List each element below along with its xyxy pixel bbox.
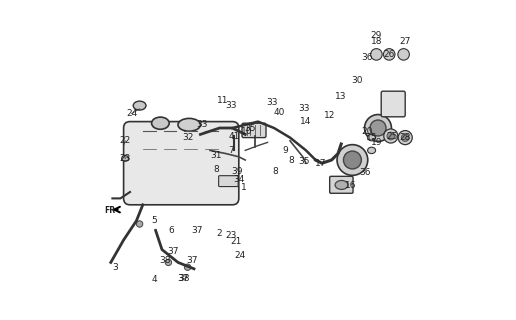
Circle shape	[136, 221, 143, 227]
FancyBboxPatch shape	[242, 123, 266, 138]
Text: 9: 9	[282, 146, 288, 155]
Ellipse shape	[178, 118, 200, 131]
FancyBboxPatch shape	[124, 122, 239, 205]
Text: 4: 4	[151, 276, 157, 284]
Circle shape	[344, 151, 361, 169]
Text: 14: 14	[300, 117, 312, 126]
Circle shape	[398, 131, 412, 145]
Text: 33: 33	[299, 104, 310, 113]
Text: 8: 8	[289, 156, 295, 164]
Text: 5: 5	[151, 216, 157, 225]
Circle shape	[387, 132, 395, 140]
Text: 7: 7	[228, 146, 234, 155]
Text: 38: 38	[159, 256, 171, 265]
Circle shape	[365, 115, 392, 141]
Text: 19: 19	[370, 138, 382, 147]
Text: 36: 36	[361, 53, 373, 62]
Text: 30: 30	[351, 76, 363, 84]
Text: 34: 34	[233, 175, 245, 184]
Text: 25: 25	[386, 132, 398, 140]
Text: 1: 1	[241, 183, 247, 192]
Text: 33: 33	[267, 98, 278, 107]
Ellipse shape	[367, 147, 376, 154]
Text: 3: 3	[112, 263, 119, 272]
Text: 29: 29	[370, 31, 382, 40]
Text: 6: 6	[169, 226, 174, 235]
Text: 23: 23	[120, 154, 131, 163]
Circle shape	[401, 134, 409, 141]
Text: 26: 26	[383, 50, 395, 59]
Circle shape	[383, 49, 395, 60]
Text: 24: 24	[126, 109, 137, 118]
Text: 37: 37	[191, 226, 203, 235]
Circle shape	[384, 129, 398, 143]
Text: 15: 15	[366, 133, 377, 142]
Ellipse shape	[133, 101, 146, 110]
Text: 35: 35	[244, 124, 256, 132]
Circle shape	[370, 120, 386, 136]
Text: 39: 39	[232, 167, 243, 176]
Text: 22: 22	[120, 136, 131, 145]
Ellipse shape	[367, 134, 376, 141]
Text: 20: 20	[361, 127, 373, 136]
Text: 33: 33	[225, 101, 236, 110]
Text: 8: 8	[273, 167, 279, 176]
Text: 40: 40	[273, 108, 284, 116]
Text: 32: 32	[182, 133, 194, 142]
Text: 37: 37	[168, 247, 179, 256]
Text: 37: 37	[177, 274, 188, 283]
Text: 11: 11	[217, 96, 229, 105]
Text: 23: 23	[225, 231, 236, 240]
Text: 35: 35	[299, 157, 310, 166]
Text: 27: 27	[399, 37, 411, 46]
Text: 16: 16	[345, 181, 357, 190]
Text: 17: 17	[315, 159, 326, 168]
FancyBboxPatch shape	[330, 176, 353, 193]
Text: 31: 31	[211, 151, 222, 160]
FancyBboxPatch shape	[219, 176, 238, 187]
Ellipse shape	[335, 180, 348, 189]
Text: 13: 13	[335, 92, 347, 100]
Ellipse shape	[122, 156, 128, 161]
FancyBboxPatch shape	[381, 91, 405, 117]
Circle shape	[337, 145, 368, 175]
Circle shape	[370, 49, 382, 60]
Text: 36: 36	[360, 168, 371, 177]
Text: 2: 2	[217, 229, 222, 238]
Ellipse shape	[152, 117, 169, 129]
Text: 21: 21	[230, 237, 241, 246]
Text: 33: 33	[196, 120, 208, 129]
Text: FR: FR	[104, 206, 116, 215]
Text: 28: 28	[399, 133, 411, 142]
Circle shape	[165, 259, 172, 266]
Text: 12: 12	[325, 111, 336, 120]
Text: 38: 38	[179, 274, 190, 283]
Text: 8: 8	[214, 165, 219, 174]
Text: 41: 41	[228, 132, 240, 140]
Text: 37: 37	[187, 256, 198, 265]
Text: 18: 18	[370, 37, 382, 46]
Circle shape	[184, 264, 191, 270]
Text: 24: 24	[235, 252, 246, 260]
Text: 10: 10	[241, 127, 252, 136]
Circle shape	[398, 49, 409, 60]
